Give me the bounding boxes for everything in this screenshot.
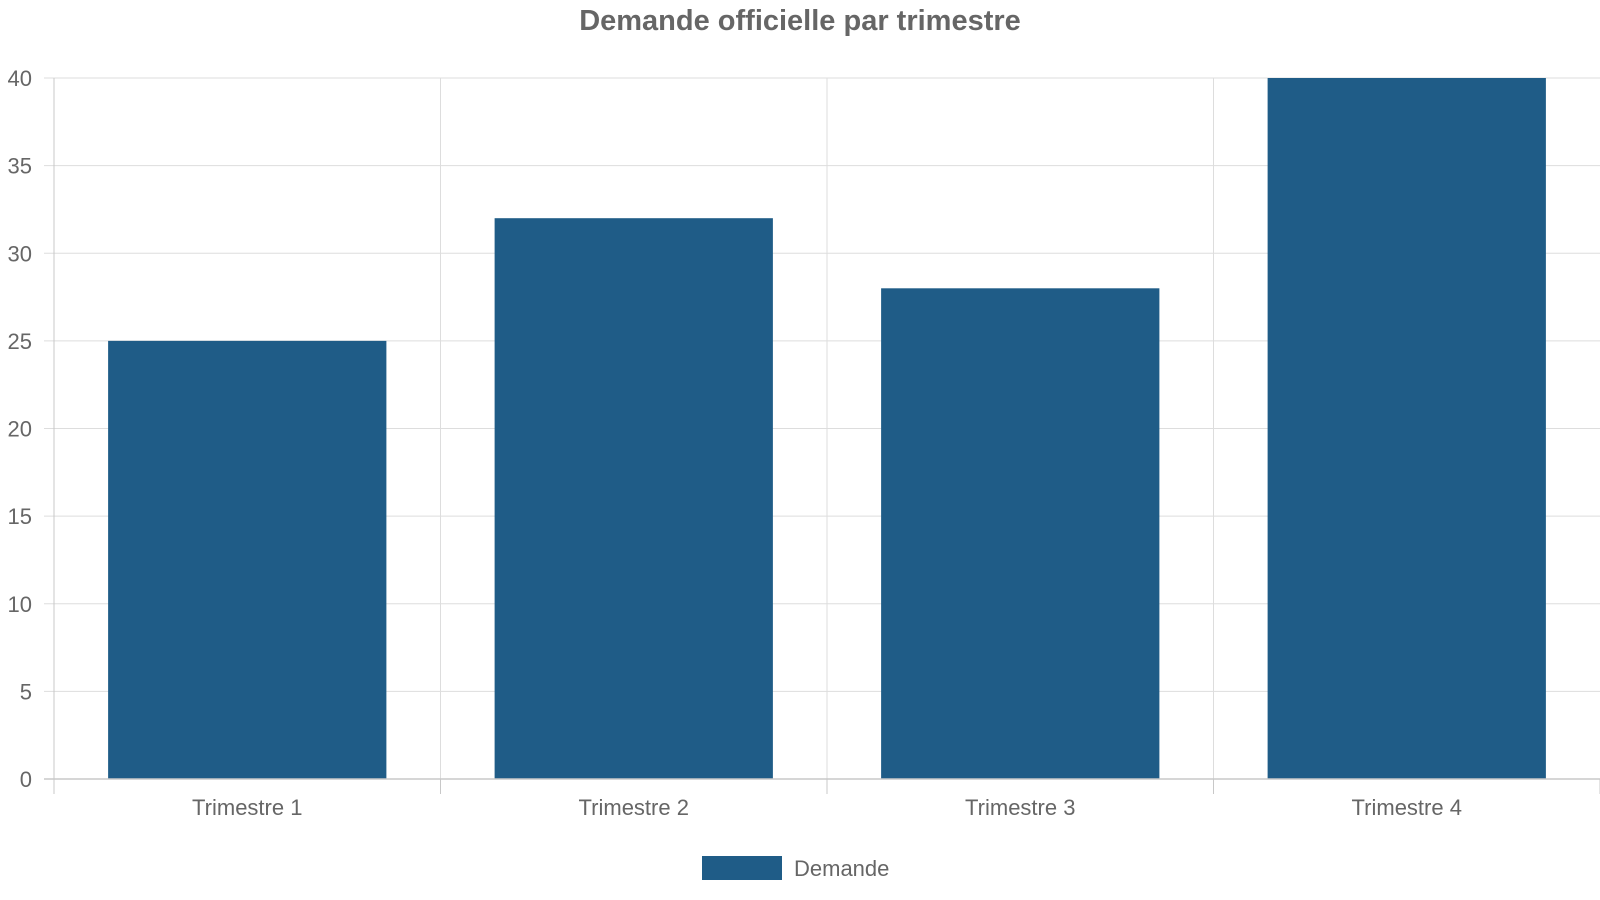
- y-tick-label: 25: [8, 329, 32, 354]
- bar-4: [1267, 78, 1546, 779]
- y-tick-label: 40: [8, 66, 32, 91]
- y-tick-label: 10: [8, 592, 32, 617]
- legend[interactable]: Demande: [702, 856, 889, 881]
- x-tick-label: Trimestre 3: [965, 795, 1075, 820]
- chart-title: Demande officielle par trimestre: [579, 5, 1021, 37]
- bars: [108, 78, 1546, 779]
- bar-3: [881, 288, 1160, 779]
- y-tick-label: 0: [20, 767, 32, 792]
- y-tick-label: 35: [8, 154, 32, 179]
- y-tick-label: 30: [8, 241, 32, 266]
- x-axis-tick-labels: Trimestre 1 Trimestre 2 Trimestre 3 Trimest…: [192, 795, 1462, 820]
- legend-label[interactable]: Demande: [794, 856, 889, 881]
- y-tick-label: 15: [8, 504, 32, 529]
- x-tick-label: Trimestre 1: [192, 795, 302, 820]
- axes: [44, 78, 1600, 794]
- x-tick-label: Trimestre 4: [1352, 795, 1462, 820]
- y-tick-label: 5: [20, 679, 32, 704]
- y-axis-tick-labels: 0 5 10 15 20 25 30 35 40: [8, 66, 32, 792]
- bar-1: [108, 340, 387, 779]
- y-tick-label: 20: [8, 417, 32, 442]
- x-tick-label: Trimestre 2: [579, 795, 689, 820]
- bar-2: [494, 218, 773, 779]
- legend-swatch[interactable]: [702, 856, 782, 880]
